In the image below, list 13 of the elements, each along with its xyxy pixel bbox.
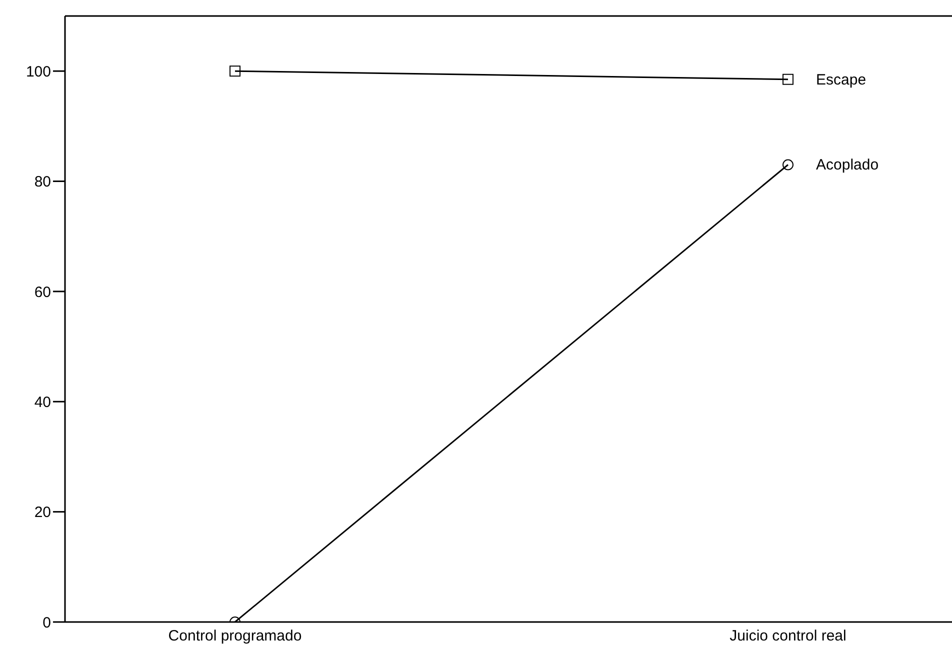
point [782,159,794,170]
point [782,74,794,85]
y-tick-label: 0 [42,614,51,632]
x-tick-label: Control programado [168,628,302,645]
y-tick-label: 20 [34,504,51,522]
series-label: Acoplado [816,156,879,174]
x-tick-label: Juicio control real [730,628,846,645]
point [230,66,240,77]
y-tick-label: 80 [34,174,51,191]
y-tick-label: 100 [26,63,51,80]
y-tick-label: 40 [34,394,51,411]
y-tick-label: 60 [34,284,51,301]
series-label: Escape [816,71,866,88]
